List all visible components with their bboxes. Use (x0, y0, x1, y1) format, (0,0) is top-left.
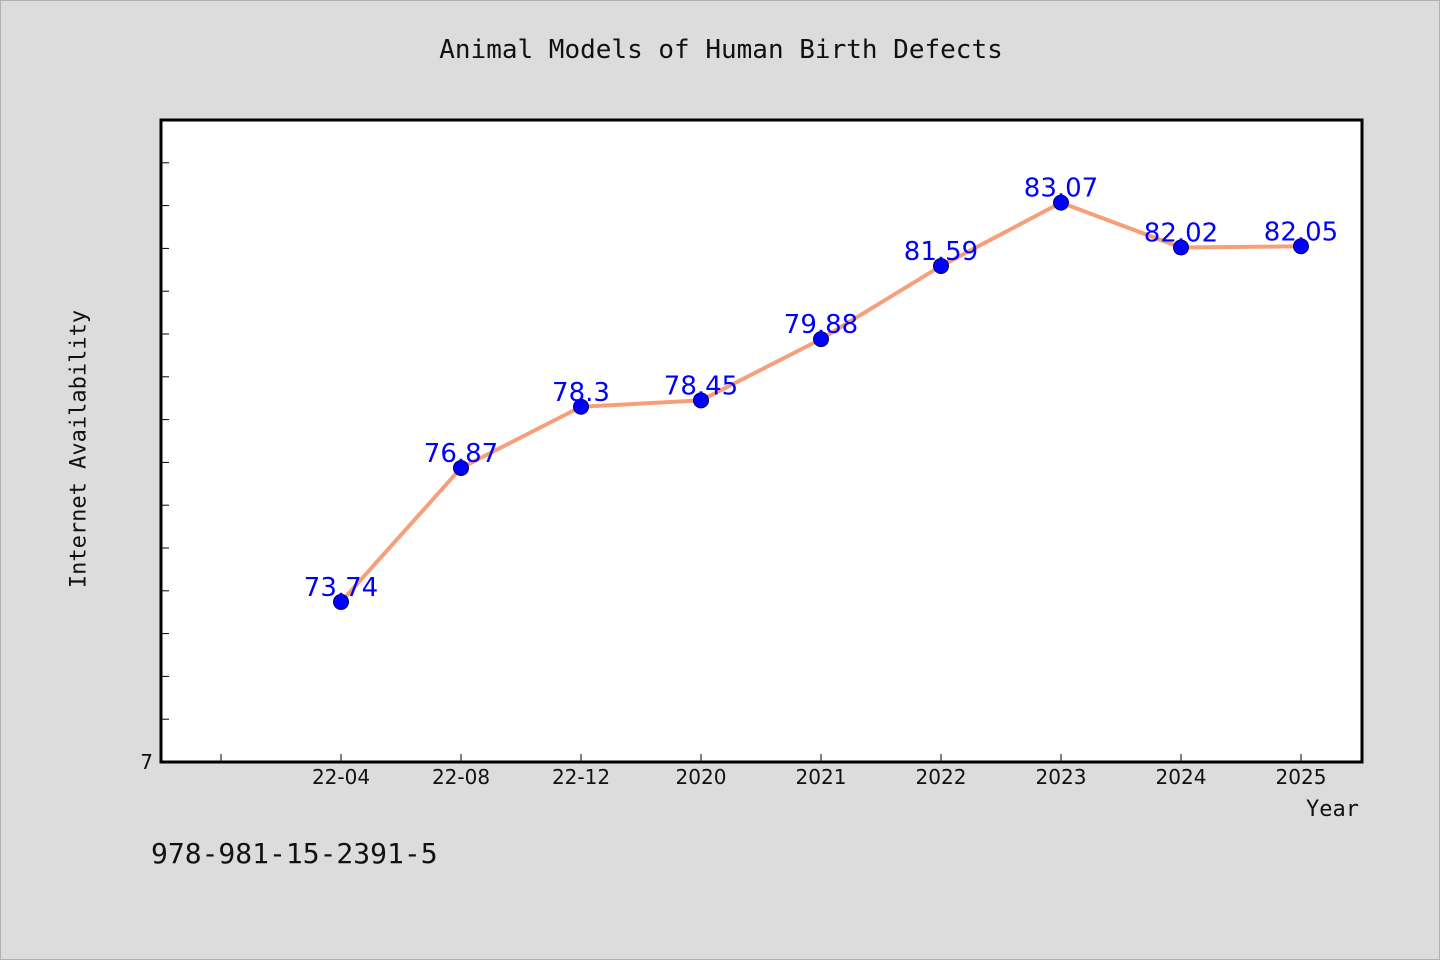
data-label: 78.3 (552, 378, 610, 408)
data-point (333, 593, 349, 610)
chart-title: Animal Models of Human Birth Defects (439, 35, 1003, 65)
x-axis-label: Year (1306, 797, 1359, 822)
plot-area (159, 118, 1364, 764)
data-label: 82.02 (1144, 219, 1218, 249)
x-tick-label: 22-04 (312, 765, 370, 789)
data-label: 83.07 (1024, 174, 1098, 204)
x-tick-label: 2023 (1036, 765, 1087, 789)
data-label: 81.59 (904, 237, 978, 267)
x-tick-label: 2021 (796, 765, 847, 789)
data-label: 76.87 (424, 439, 498, 469)
data-label: 82.05 (1264, 217, 1338, 247)
data-point (813, 331, 829, 348)
data-point (693, 392, 709, 409)
data-label: 79.88 (784, 310, 858, 340)
marker-layer (333, 194, 1309, 610)
axes: 7 22-04 22-08 22-12 2020 2021 2022 2023 2024 2025 (140, 162, 1327, 789)
data-label-layer: 73.74 76.87 78.3 78.45 79.88 81.59 83.07 82.02 8… (304, 174, 1338, 603)
data-point (1053, 194, 1069, 211)
x-tick-label: 2020 (676, 765, 727, 789)
x-tick-label: 2022 (916, 765, 967, 789)
x-tick-label: 22-08 (432, 765, 490, 789)
data-label: 78.45 (664, 371, 738, 401)
x-tick-label: 22-12 (552, 765, 610, 789)
x-tick-label: 2025 (1276, 765, 1327, 789)
data-point (1173, 239, 1189, 256)
data-label: 73.74 (304, 573, 378, 603)
data-point (453, 459, 469, 476)
x-tick-label: 2024 (1156, 765, 1207, 789)
data-point (1293, 238, 1309, 255)
data-point (573, 398, 589, 415)
data-point (933, 257, 949, 274)
isbn-footer: 978-981-15-2391-5 (151, 837, 438, 870)
y-tick-label: 7 (140, 750, 153, 774)
